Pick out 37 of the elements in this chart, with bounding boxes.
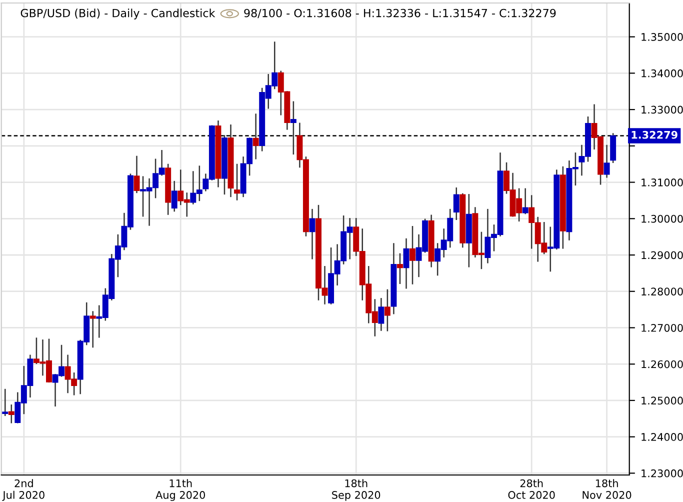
y-tick-label: 1.26000 <box>642 360 683 368</box>
candlestick <box>2 388 8 416</box>
candlestick <box>604 144 610 178</box>
candlestick <box>234 164 240 200</box>
y-tick-label: 1.33000 <box>642 106 683 114</box>
candlestick <box>378 298 384 331</box>
candlestick <box>396 253 403 284</box>
y-tick-label: 1.34000 <box>642 69 683 78</box>
y-tick-label: 1.30000 <box>642 214 683 223</box>
candlestick <box>134 156 140 194</box>
candlestick <box>453 187 460 220</box>
x-tick-label: 18th Nov 2020 <box>582 479 632 499</box>
y-tick-label: 1.35000 <box>642 33 683 41</box>
candlestick <box>8 404 14 424</box>
candlestick <box>309 208 316 260</box>
candlestick <box>171 180 178 212</box>
y-tick-label: 1.27000 <box>642 324 683 332</box>
y-tick-label: 1.23000 <box>642 469 683 478</box>
candlestick <box>410 226 416 284</box>
x-tick-label: 2nd Jul 2020 <box>2 479 44 501</box>
x-tick-label: 18th Sep 2020 <box>332 479 380 501</box>
y-tick-label: 1.24000 <box>642 433 683 441</box>
chart-title: GBP/USD (Bid) - Daily - Candlestick <box>20 8 216 20</box>
y-tick-label: 1.28000 <box>642 288 683 296</box>
chart-subtitle: 98/100 - O:1.31608 - H:1.32336 - L:1.31547 - C:1.32279 <box>244 8 556 18</box>
candlestick <box>90 311 96 348</box>
candlestick <box>384 289 390 332</box>
y-tick-label: 1.25000 <box>642 396 683 405</box>
candlestick <box>522 188 528 214</box>
ref-line-label: 1.32279 <box>632 130 678 139</box>
x-tick-label: 28th Oct 2020 <box>508 479 555 499</box>
candlestick <box>252 114 259 160</box>
candlestick <box>403 238 410 289</box>
candlestick <box>290 101 296 155</box>
x-tick-label: 11th Aug 2020 <box>156 479 206 501</box>
y-tick-label: 1.31000 <box>642 178 683 186</box>
y-tick-label: 1.29000 <box>642 251 683 260</box>
